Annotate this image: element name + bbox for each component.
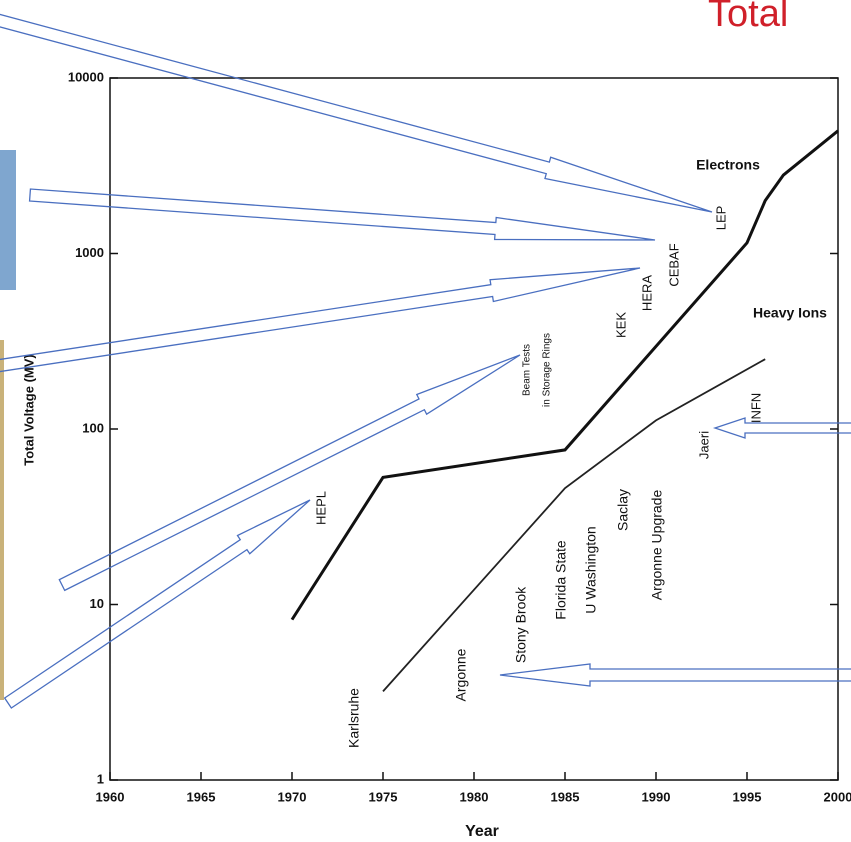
x-tick-label: 1970 xyxy=(278,789,307,804)
annotation: INFN xyxy=(748,393,763,423)
annotation: Saclay xyxy=(615,489,631,531)
cropped-image xyxy=(0,340,4,700)
annotation: LEP xyxy=(713,206,728,231)
series-line xyxy=(383,359,765,691)
annotation: HERA xyxy=(639,275,654,311)
chart: Total Year Total Voltage (MV) 1 10 100 1000… xyxy=(0,0,851,842)
y-tick-label: 1000 xyxy=(75,245,104,260)
y-tick-label: 1 xyxy=(97,771,104,786)
annotation: Argonne xyxy=(453,648,469,701)
x-tick-label: 1985 xyxy=(551,789,580,804)
arrow xyxy=(59,355,520,590)
series-label: Heavy Ions xyxy=(753,305,827,321)
arrow xyxy=(715,418,851,438)
annotation: in Storage Rings xyxy=(542,333,553,407)
arrow xyxy=(0,12,712,212)
x-tick-label: 1980 xyxy=(460,789,489,804)
arrow xyxy=(500,664,851,686)
annotation: Argonne Upgrade xyxy=(649,490,665,601)
arrow xyxy=(30,189,655,240)
annotation: KEK xyxy=(613,312,628,338)
series-label: Electrons xyxy=(696,157,760,173)
annotation: Jaeri xyxy=(696,431,711,459)
x-tick-label: 1995 xyxy=(733,789,762,804)
x-tick-label: 2000 xyxy=(824,789,851,804)
annotation: Stony Brook xyxy=(513,586,529,663)
annotation: Florida State xyxy=(553,540,569,620)
y-tick-label: 100 xyxy=(82,420,104,435)
annotation: CEBAF xyxy=(666,243,681,286)
annotation: Beam Tests xyxy=(522,344,533,396)
cropped-image xyxy=(0,150,16,290)
annotation: Karlsruhe xyxy=(346,688,362,748)
y-axis-label: Total Voltage (MV) xyxy=(21,354,36,465)
plot-frame xyxy=(110,78,838,780)
arrow xyxy=(5,500,310,708)
page: {"chart_data": {"type": "line", "title":… xyxy=(0,0,851,842)
x-tick-label: 1975 xyxy=(369,789,398,804)
arrows xyxy=(0,12,851,708)
x-tick-label: 1965 xyxy=(187,789,216,804)
x-tick-label: 1990 xyxy=(642,789,671,804)
x-axis-label: Year xyxy=(465,823,499,840)
y-tick-label: 10000 xyxy=(68,69,104,84)
chart-title: Total xyxy=(708,0,788,35)
annotation: HEPL xyxy=(313,491,328,525)
y-tick-label: 10 xyxy=(90,596,104,611)
annotation: U Washington xyxy=(583,526,599,613)
x-tick-label: 1960 xyxy=(96,789,125,804)
